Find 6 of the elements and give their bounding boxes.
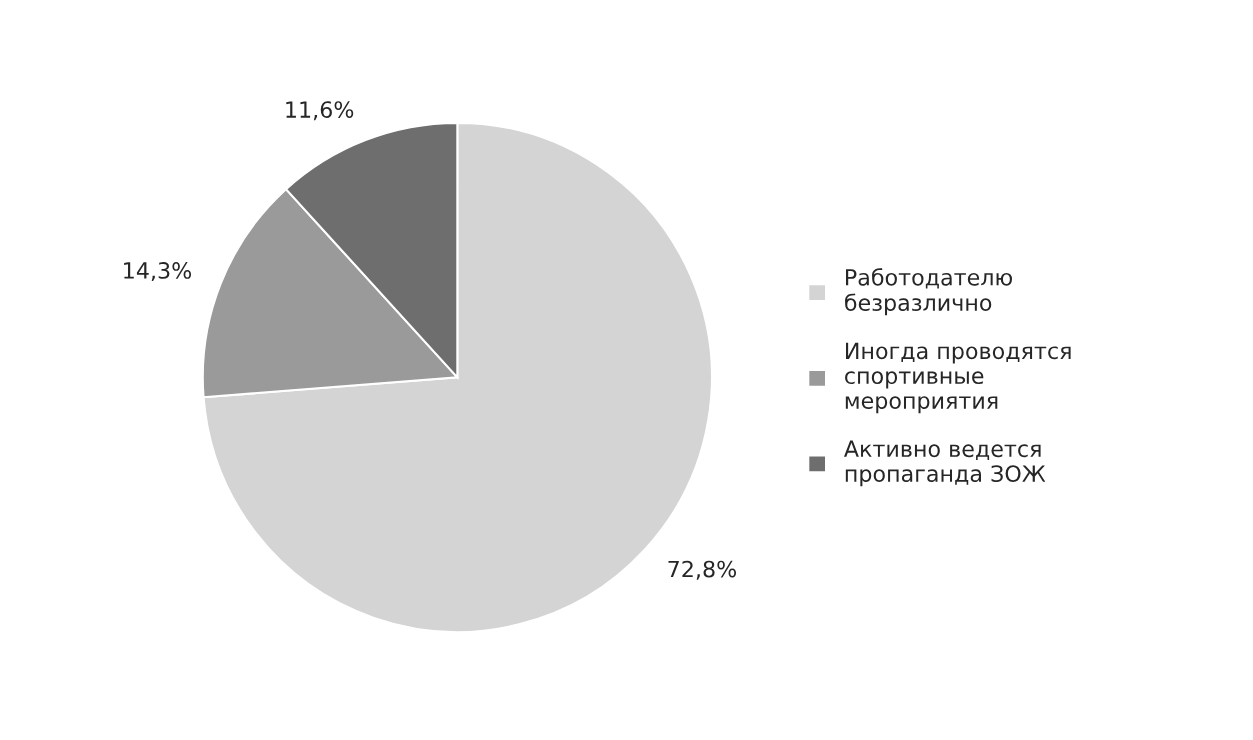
data-label: 72,8% (668, 560, 737, 580)
legend-label: Работодателю безразлично (845, 268, 1012, 316)
legend-label: Иногда проводятся спортивные мероприятия (845, 342, 1071, 414)
legend-label: Активно ведется пропаганда ЗОЖ (844, 440, 1046, 487)
data-label: 14,3% (124, 262, 192, 282)
data-label: 11,6% (286, 101, 354, 121)
